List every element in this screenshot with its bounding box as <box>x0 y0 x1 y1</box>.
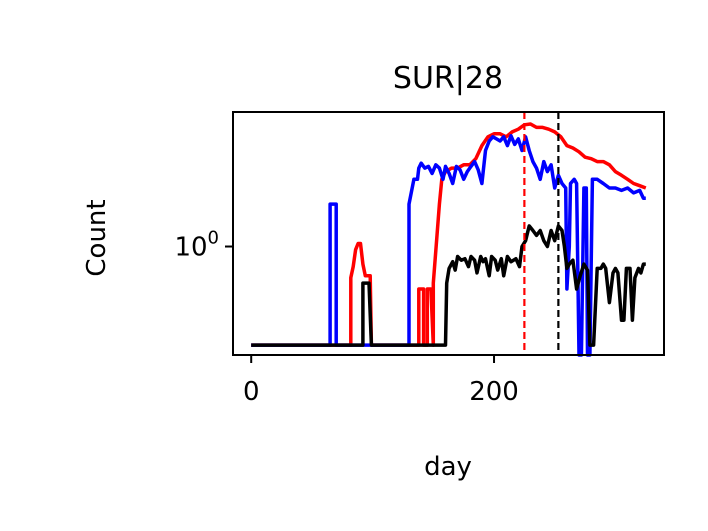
x-tick-label-1: 200 <box>469 377 519 407</box>
y-axis-ticks: 100 <box>174 228 233 263</box>
x-tick-label-0: 0 <box>243 377 260 407</box>
x-axis-label: day <box>424 452 472 482</box>
plot-frame <box>232 111 665 356</box>
x-axis-ticks: 0 200 <box>243 355 519 407</box>
y-tick-label-0: 100 <box>174 228 219 263</box>
reference-lines <box>523 112 560 355</box>
y-axis-label: Count <box>82 199 112 276</box>
series-line-1 <box>251 134 646 357</box>
series-layer <box>251 122 647 357</box>
chart-title: SUR|28 <box>393 61 503 96</box>
series-line-2 <box>251 224 646 347</box>
